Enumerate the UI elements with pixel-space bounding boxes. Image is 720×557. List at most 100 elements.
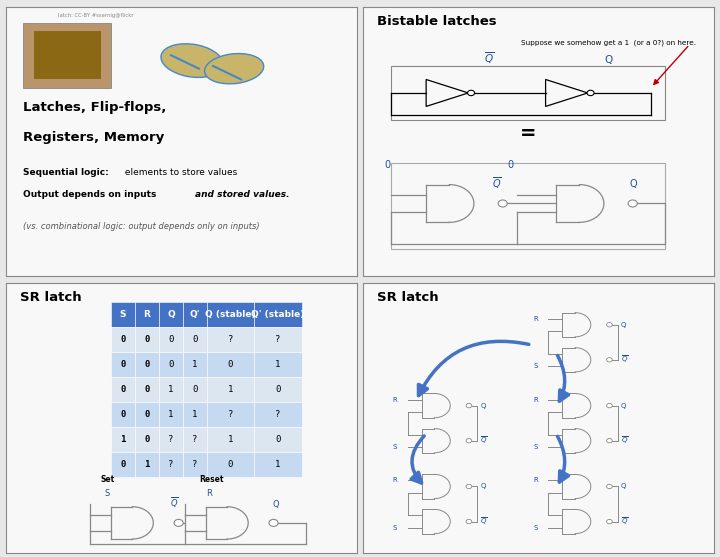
Text: S: S	[393, 525, 397, 531]
FancyBboxPatch shape	[254, 352, 302, 377]
FancyBboxPatch shape	[207, 427, 254, 452]
FancyBboxPatch shape	[159, 302, 183, 327]
FancyBboxPatch shape	[183, 302, 207, 327]
FancyBboxPatch shape	[183, 377, 207, 402]
FancyBboxPatch shape	[207, 302, 254, 327]
FancyBboxPatch shape	[254, 302, 302, 327]
Text: 0: 0	[228, 360, 233, 369]
Text: R: R	[143, 310, 150, 319]
FancyBboxPatch shape	[135, 402, 159, 427]
Text: $\overline{Q}$: $\overline{Q}$	[480, 516, 488, 527]
FancyBboxPatch shape	[159, 452, 183, 477]
Text: S: S	[120, 310, 127, 319]
Text: Q: Q	[621, 483, 626, 490]
FancyBboxPatch shape	[207, 377, 254, 402]
Text: Q' (stable): Q' (stable)	[251, 310, 305, 319]
Text: $\overline{Q}$: $\overline{Q}$	[621, 354, 629, 365]
FancyBboxPatch shape	[159, 352, 183, 377]
Text: Q: Q	[480, 483, 486, 490]
FancyBboxPatch shape	[183, 402, 207, 427]
Text: 0: 0	[168, 335, 174, 344]
Text: SR latch: SR latch	[20, 291, 81, 304]
Text: 1: 1	[275, 460, 281, 470]
FancyBboxPatch shape	[111, 352, 135, 377]
Text: 0: 0	[144, 435, 150, 444]
FancyBboxPatch shape	[254, 452, 302, 477]
Text: Q: Q	[621, 403, 626, 409]
Circle shape	[467, 90, 474, 96]
FancyBboxPatch shape	[183, 352, 207, 377]
Text: 0: 0	[144, 410, 150, 419]
FancyBboxPatch shape	[111, 427, 135, 452]
Text: S: S	[393, 444, 397, 449]
Circle shape	[607, 519, 612, 524]
Text: Q: Q	[621, 322, 626, 328]
Text: Latches, Flip-flops,: Latches, Flip-flops,	[23, 101, 167, 114]
Text: 1: 1	[168, 385, 174, 394]
Text: Q: Q	[605, 55, 613, 65]
Text: 1: 1	[144, 460, 150, 470]
Text: R: R	[392, 397, 397, 403]
Text: Sequential logic:: Sequential logic:	[23, 168, 109, 178]
Text: 0: 0	[384, 160, 390, 170]
Text: R: R	[533, 316, 538, 322]
Text: ?: ?	[192, 435, 197, 444]
Bar	[391, 66, 665, 120]
FancyBboxPatch shape	[135, 327, 159, 352]
Circle shape	[466, 403, 472, 408]
Circle shape	[466, 438, 472, 443]
Text: Set: Set	[101, 476, 115, 485]
Text: (vs. combinational logic: output depends only on inputs): (vs. combinational logic: output depends…	[23, 222, 260, 231]
Circle shape	[466, 519, 472, 524]
Text: 0: 0	[275, 385, 281, 394]
Circle shape	[174, 519, 183, 526]
Text: 1: 1	[192, 360, 197, 369]
Text: 0: 0	[120, 360, 126, 369]
FancyBboxPatch shape	[111, 452, 135, 477]
Text: ?: ?	[168, 435, 174, 444]
Text: $\overline{Q}$: $\overline{Q}$	[492, 175, 501, 190]
Text: ?: ?	[275, 335, 281, 344]
Text: ?: ?	[168, 460, 174, 470]
Text: Bistable latches: Bistable latches	[377, 15, 497, 28]
Bar	[391, 163, 665, 250]
FancyBboxPatch shape	[207, 452, 254, 477]
Text: Q (stable): Q (stable)	[205, 310, 256, 319]
Text: 0: 0	[144, 360, 150, 369]
Text: 1: 1	[275, 360, 281, 369]
Text: 0: 0	[168, 360, 174, 369]
FancyBboxPatch shape	[135, 352, 159, 377]
Text: latch: CC-BY #ssernig@flickr: latch: CC-BY #ssernig@flickr	[58, 13, 134, 18]
Circle shape	[498, 200, 508, 207]
Text: 0: 0	[120, 385, 126, 394]
Text: Q': Q'	[189, 310, 200, 319]
FancyBboxPatch shape	[207, 402, 254, 427]
Circle shape	[607, 403, 612, 408]
FancyBboxPatch shape	[111, 377, 135, 402]
FancyBboxPatch shape	[207, 352, 254, 377]
FancyBboxPatch shape	[135, 427, 159, 452]
FancyBboxPatch shape	[183, 327, 207, 352]
Text: 0: 0	[144, 335, 150, 344]
Circle shape	[607, 438, 612, 443]
Text: SR latch: SR latch	[377, 291, 438, 304]
Text: =: =	[520, 124, 536, 143]
FancyBboxPatch shape	[135, 452, 159, 477]
Text: ?: ?	[228, 335, 233, 344]
Text: Reset: Reset	[199, 476, 223, 485]
Text: 0: 0	[120, 460, 126, 470]
Text: 0: 0	[120, 335, 126, 344]
Text: 0: 0	[228, 460, 233, 470]
Text: $\overline{Q}$: $\overline{Q}$	[480, 435, 488, 446]
Text: Q: Q	[630, 179, 637, 189]
Text: 0: 0	[192, 335, 197, 344]
FancyBboxPatch shape	[23, 23, 111, 87]
FancyBboxPatch shape	[135, 377, 159, 402]
Text: 1: 1	[120, 435, 126, 444]
FancyBboxPatch shape	[159, 427, 183, 452]
Text: S: S	[104, 489, 109, 498]
Text: 0: 0	[192, 385, 197, 394]
Text: 1: 1	[228, 435, 233, 444]
Text: Q: Q	[273, 500, 279, 509]
Text: 0: 0	[120, 410, 126, 419]
